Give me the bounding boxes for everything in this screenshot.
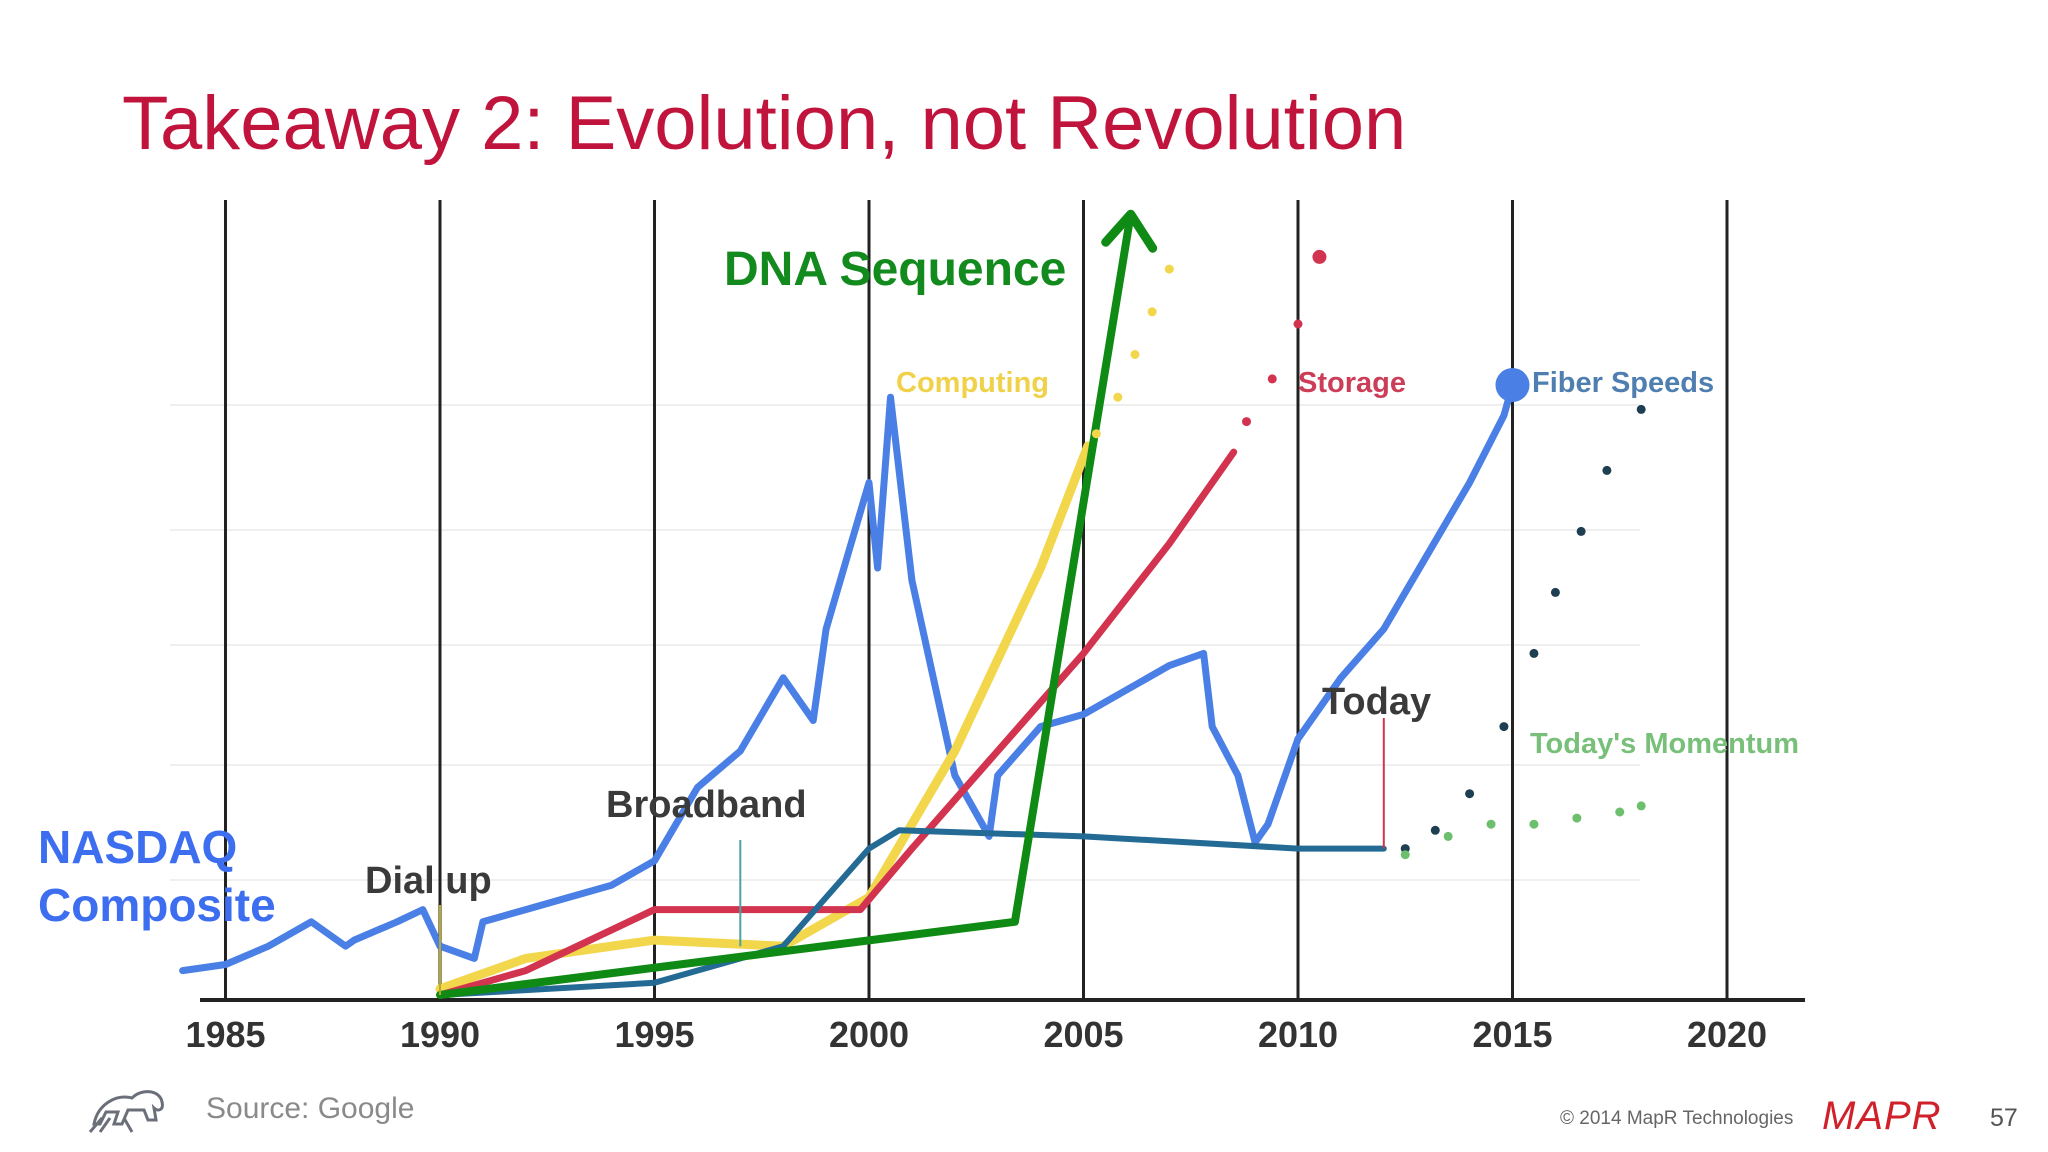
annotation-dialup: Dial up <box>365 860 492 902</box>
slide-title: Takeaway 2: Evolution, not Revolution <box>122 81 1407 166</box>
projection-dot-momentum-1 <box>1443 831 1453 841</box>
projection-dot-momentum-3 <box>1529 819 1539 829</box>
projection-dot-fiber-6 <box>1576 526 1586 536</box>
copyright-text: © 2014 MapR Technologies <box>1560 1108 1794 1129</box>
x-tick-label-2005: 2005 <box>1043 1014 1123 1055</box>
nasdaq-label: NASDAQ Composite <box>38 818 276 934</box>
projection-dot-computing-2 <box>1130 350 1140 359</box>
projection-dot-computing-1 <box>1113 392 1123 402</box>
projection-dot-fiber-8 <box>1636 404 1646 414</box>
x-tick-label-2010: 2010 <box>1258 1014 1338 1055</box>
series-line-storage <box>436 448 1238 999</box>
annotation-today: Today <box>1322 681 1431 723</box>
projection-dot-computing-3 <box>1147 307 1157 317</box>
series-label-computing: Computing <box>896 367 1049 399</box>
projection-dot-momentum-2 <box>1486 819 1496 829</box>
fiber-speeds-marker <box>1495 368 1530 402</box>
dna-sequence-label: DNA Sequence <box>724 243 1067 296</box>
series-line-nasdaq <box>179 381 1516 975</box>
projection-dot-storage-0 <box>1242 417 1252 427</box>
x-tick-label-1990: 1990 <box>400 1014 480 1055</box>
projection-dot-momentum-6 <box>1636 801 1646 811</box>
series-label-storage: Storage <box>1298 367 1406 399</box>
projection-dot-fiber-3 <box>1499 722 1509 732</box>
x-tick-label-2015: 2015 <box>1472 1014 1552 1055</box>
nasdaq-label-line1: NASDAQ <box>38 821 238 873</box>
series-label-fiber: Fiber Speeds <box>1532 367 1714 399</box>
projection-dot-fiber-7 <box>1602 465 1612 475</box>
dna-arrow-head <box>1101 209 1158 253</box>
projection-dot-fiber-2 <box>1465 789 1475 799</box>
page-number: 57 <box>1990 1104 2018 1132</box>
projection-dot-fiber-4 <box>1529 648 1539 658</box>
x-tick-label-1985: 1985 <box>185 1014 265 1055</box>
elephant-icon <box>88 1090 164 1133</box>
source-note: Source: Google <box>206 1092 415 1125</box>
projection-dot-computing-4 <box>1164 264 1174 274</box>
projection-dot-momentum-4 <box>1572 813 1582 823</box>
series-line-fiber <box>437 827 1387 998</box>
projection-dot-storage-3 <box>1312 249 1327 264</box>
annotation-broadband: Broadband <box>606 784 807 826</box>
projection-dot-fiber-5 <box>1550 587 1560 597</box>
projection-dot-storage-1 <box>1267 374 1277 384</box>
x-tick-label-1995: 1995 <box>614 1014 694 1055</box>
series-line-dna <box>436 210 1135 999</box>
nasdaq-label-line2: Composite <box>38 879 276 931</box>
series-line-computing <box>435 441 1093 994</box>
projection-dot-momentum-5 <box>1615 807 1625 817</box>
x-tick-label-2020: 2020 <box>1687 1014 1767 1055</box>
projection-dot-computing-0 <box>1091 429 1101 439</box>
projection-dot-fiber-1 <box>1430 825 1440 835</box>
series-label-momentum: Today's Momentum <box>1530 728 1799 760</box>
x-tick-label-2000: 2000 <box>829 1014 909 1055</box>
projection-dot-storage-2 <box>1293 319 1303 329</box>
brand-logo: MAPR <box>1822 1094 1942 1138</box>
projection-dot-momentum-0 <box>1400 850 1410 860</box>
